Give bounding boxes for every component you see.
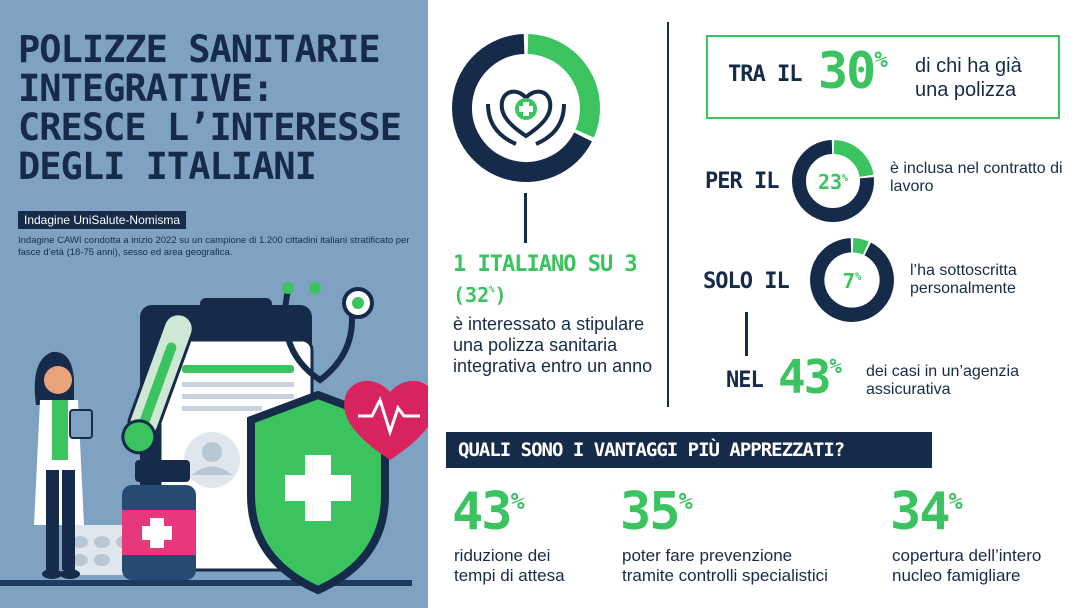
advantages-title: QUALI SONO I VANTAGGI PIÙ APPREZZATI?	[446, 432, 932, 468]
breakdown-donut-1-share-arc	[833, 140, 874, 178]
existing-policy-box	[706, 35, 1060, 119]
agency-keyword: NEL	[726, 368, 764, 393]
breakdown-text-1: è inclusa nel contratto di lavoro	[890, 160, 1063, 195]
breakdown-value-2: 7	[843, 269, 855, 293]
agency-value: 43%	[778, 350, 842, 404]
advantage-value-2: 35%	[620, 482, 693, 542]
page-title: POLIZZE SANITARIE INTEGRATIVE: CRESCE L’…	[18, 30, 418, 186]
title-line-3: CRESCE L’INTERESSE	[18, 106, 402, 149]
existing-value: 30%	[818, 42, 888, 100]
connector-line	[524, 193, 527, 243]
advantage-text-2: poter fare prevenzione tramite controlli …	[622, 546, 828, 585]
advantage-text-1: riduzione dei tempi di attesa	[454, 546, 565, 585]
agency-text: dei casi in un’agenzia assicurativa	[866, 363, 1019, 398]
existing-text: di chi ha già una polizza	[915, 55, 1022, 101]
breakdown-keyword-1: PER IL	[705, 169, 779, 194]
heart-hands-icon	[486, 89, 566, 146]
existing-intro: TRA IL	[728, 62, 802, 87]
breakdown-text-2: l’ha sottoscritta personalmente	[910, 262, 1017, 297]
medicine-jar-icon	[122, 460, 196, 580]
breakdown-donut-2-rest-arc	[810, 238, 894, 322]
shield-cross-icon	[247, 390, 389, 595]
interest-donut-rest-arc	[452, 34, 592, 182]
interest-text: è interessato a stipulare una polizza sa…	[453, 314, 653, 376]
column-divider	[667, 22, 669, 407]
left-panel: POLIZZE SANITARIE INTEGRATIVE: CRESCE L’…	[0, 0, 428, 608]
svg-text:7%: 7%	[843, 269, 862, 293]
interest-headline: 1 ITALIANO SU 3	[453, 252, 638, 277]
breakdown-donut-2-share-arc	[852, 238, 869, 255]
svg-text:23%: 23%	[818, 170, 848, 194]
stethoscope-icon	[282, 282, 374, 384]
thermometer-icon	[121, 312, 195, 455]
advantage-text-3: copertura dell’intero nucleo famigliare	[892, 546, 1042, 585]
title-line-2: INTEGRATIVE:	[18, 67, 274, 110]
breakdown-value-1: 23	[818, 170, 842, 194]
advantage-value-1: 43%	[452, 482, 525, 542]
breakdown-keyword-2: SOLO IL	[703, 269, 790, 294]
interest-percent: (32%)	[453, 283, 507, 307]
breakdown-donut-2: 7%	[810, 238, 894, 322]
heart-pulse-icon	[344, 380, 428, 460]
interest-donut	[452, 34, 600, 182]
title-line-1: POLIZZE SANITARIE	[18, 28, 381, 71]
advantage-value-3: 34%	[890, 482, 963, 542]
doctor-figure-icon	[34, 351, 93, 579]
title-line-4: DEGLI ITALIANI	[18, 145, 317, 188]
interest-donut-share-arc	[527, 34, 600, 138]
medical-illustration	[0, 282, 428, 595]
connector-line-right	[745, 312, 748, 356]
breakdown-donut-1: 23%	[792, 140, 874, 222]
survey-tag: Indagine UniSalute-Nomisma	[18, 211, 187, 229]
breakdown-donut-1-rest-arc	[792, 140, 874, 222]
survey-description: Indagine CAWI condotta a inizio 2022 su …	[18, 235, 410, 258]
